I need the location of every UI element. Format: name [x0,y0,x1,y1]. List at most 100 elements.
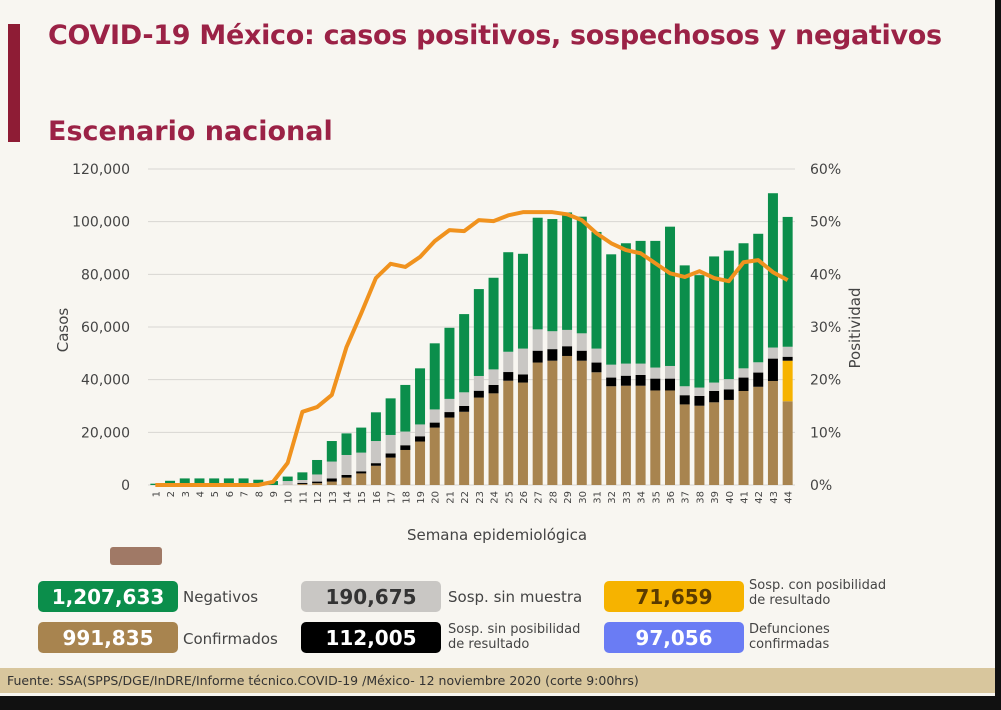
negativos-count: 1,207,633 [38,581,178,612]
bar-segment [444,398,455,413]
bar-segment [767,358,778,381]
bar-segment [753,386,764,485]
bar-segment [562,329,573,347]
bar-segment [429,409,440,423]
x-tick-label: 44 [784,491,795,504]
sin-muestra-label: Sosp. sin muestra [448,588,583,606]
x-tick-label: 31 [592,491,603,504]
bar-segment [444,327,455,399]
bar-segment [297,479,308,483]
source-footer: Fuente: SSA(SPPS/DGE/InDRE/Informe técni… [0,668,995,693]
bar-segment [679,386,690,396]
bar-segment [356,473,367,485]
defunciones-label: Defunciones confirmadas [749,622,830,652]
bar-segment [709,402,720,485]
x-tick-label: 37 [681,491,692,504]
bar-segment [370,441,381,464]
bar-segment [723,250,734,380]
bar-segment [253,479,264,485]
bar-segment [488,369,499,385]
bar-segment [591,372,602,485]
bar-segment [562,355,573,485]
y2-tick-label: 50% [810,215,841,231]
screen-edge [995,0,1001,710]
bar-segment [415,436,426,442]
bar-segment [694,275,705,388]
x-tick-label: 20 [431,491,442,504]
bar-segment [312,483,323,485]
bar-segment [473,390,484,398]
bar-segment [503,380,514,485]
bar-segment [635,374,646,386]
confirmados-label: Confirmados [183,630,278,648]
negativos-label: Negativos [183,588,259,606]
bar-segment [576,360,587,485]
bar-segment [753,233,764,363]
page-subtitle: Escenario nacional [48,116,333,147]
bar-segment [723,389,734,400]
x-tick-label: 4 [195,491,206,497]
bar-segment [312,459,323,475]
bar-segment [503,351,514,373]
x-tick-label: 18 [401,491,412,504]
bar-segment [547,219,558,332]
bar-segment [547,360,558,485]
bar-segment [782,360,793,402]
bar-segment [400,445,411,450]
bar-segment [782,401,793,485]
bar-segment [591,362,602,373]
bar-segment [297,472,308,480]
page-title: COVID-19 México: casos positivos, sospec… [48,20,942,51]
bar-segment [635,363,646,375]
bar-segment [753,362,764,373]
x-tick-label: 27 [534,491,545,504]
bar-segment [488,277,499,370]
bar-segment [606,254,617,365]
bar-segment [532,350,543,363]
x-tick-label: 16 [372,491,383,504]
bar-segment [356,471,367,474]
x-tick-label: 43 [769,491,780,504]
bar-segment [606,386,617,485]
y2-axis-label: Positividad [846,288,864,369]
y2-tick-label: 60% [810,162,841,178]
bar-segment [517,382,528,485]
bar-segment [326,478,337,482]
y2-tick-label: 30% [810,320,841,336]
bar-segment [635,240,646,364]
bar-segment [385,434,396,454]
x-tick-label: 15 [357,491,368,504]
sin-muestra-count: 190,675 [301,581,441,612]
bar-segment [517,253,528,349]
x-tick-label: 23 [475,491,486,504]
bar-segment [606,364,617,378]
bar-segment [635,385,646,485]
bar-segment [723,379,734,390]
y2-tick-label: 10% [810,425,841,441]
bar-segment [223,478,234,485]
bar-segment [179,478,190,485]
stacked-bar-chart: 0 20,000 40,000 60,000 80,000 100,000 120,000 0… [54,162,864,544]
bar-segment [503,252,514,352]
x-tick-label: 25 [504,491,515,504]
positividad-line [155,210,789,487]
bar-segment [709,390,720,403]
bar-segment [473,375,484,391]
confirmados-count: 991,835 [38,622,178,653]
bar-segment [576,333,587,351]
bar-segment [694,405,705,485]
sin-posibilidad-count: 112,005 [301,622,441,653]
bar-segment [282,476,293,482]
bar-segment [341,454,352,475]
con-posibilidad-label: Sosp. con posibilidad de resultado [749,578,887,608]
bar-segment [694,395,705,406]
bar-segment [326,461,337,479]
bar-segment [444,412,455,418]
x-tick-label: 41 [740,491,751,504]
x-tick-label: 24 [490,491,501,504]
bar-segment [312,481,323,484]
bar-segment [459,406,470,412]
y-tick-label: 40,000 [81,373,130,389]
bar-segment [385,453,396,458]
bar-segment [385,457,396,485]
